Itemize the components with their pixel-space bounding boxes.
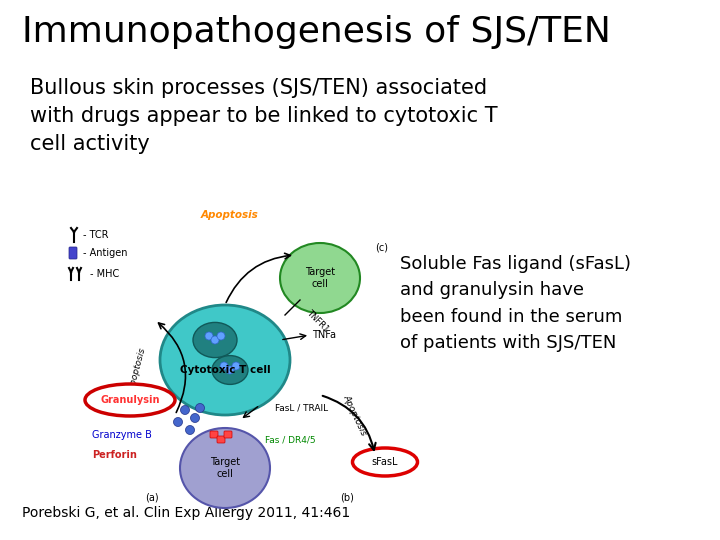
Text: Target
cell: Target cell: [305, 267, 335, 289]
FancyArrowPatch shape: [226, 253, 290, 302]
FancyBboxPatch shape: [69, 247, 77, 259]
Text: - MHC: - MHC: [90, 269, 120, 279]
Text: sFasL: sFasL: [372, 457, 398, 467]
Circle shape: [181, 406, 189, 415]
Text: TNFR1: TNFR1: [305, 308, 330, 334]
Text: Apoptosis: Apoptosis: [128, 348, 148, 393]
Circle shape: [226, 366, 234, 374]
Text: Immunopathogenesis of SJS/TEN: Immunopathogenesis of SJS/TEN: [22, 15, 611, 49]
Text: Granulysin: Granulysin: [100, 395, 160, 405]
Text: Bullous skin processes (SJS/TEN) associated
with drugs appear to be linked to cy: Bullous skin processes (SJS/TEN) associa…: [30, 78, 498, 154]
FancyArrowPatch shape: [158, 323, 186, 413]
Circle shape: [191, 414, 199, 422]
FancyBboxPatch shape: [217, 436, 225, 443]
Circle shape: [217, 332, 225, 340]
Text: (c): (c): [375, 242, 388, 252]
Text: (a): (a): [145, 492, 158, 502]
Text: Soluble Fas ligand (sFasL)
and granulysin have
been found in the serum
of patien: Soluble Fas ligand (sFasL) and granulysi…: [400, 255, 631, 352]
Ellipse shape: [180, 428, 270, 508]
Text: (b): (b): [340, 492, 354, 502]
Ellipse shape: [212, 356, 248, 384]
Text: Fas / DR4/5: Fas / DR4/5: [265, 435, 315, 444]
Text: Apoptosis: Apoptosis: [341, 393, 369, 437]
Ellipse shape: [85, 384, 175, 416]
FancyBboxPatch shape: [210, 431, 218, 438]
FancyArrowPatch shape: [323, 396, 376, 450]
FancyBboxPatch shape: [224, 431, 232, 438]
Text: - Antigen: - Antigen: [83, 248, 127, 258]
Text: Porebski G, et al. Clin Exp Allergy 2011, 41:461: Porebski G, et al. Clin Exp Allergy 2011…: [22, 506, 350, 520]
Ellipse shape: [160, 305, 290, 415]
Ellipse shape: [353, 448, 418, 476]
Text: TNFa: TNFa: [312, 330, 336, 340]
Ellipse shape: [193, 322, 237, 357]
Text: - TCR: - TCR: [83, 230, 109, 240]
Text: Apoptosis: Apoptosis: [201, 210, 259, 220]
Circle shape: [220, 362, 228, 370]
Text: FasL / TRAIL: FasL / TRAIL: [275, 403, 328, 413]
Text: Granzyme B: Granzyme B: [92, 430, 152, 440]
Circle shape: [186, 426, 194, 435]
Text: Target
cell: Target cell: [210, 457, 240, 479]
Text: Cytotoxic T cell: Cytotoxic T cell: [180, 365, 270, 375]
Circle shape: [174, 417, 182, 427]
Text: Perforin: Perforin: [92, 450, 137, 460]
Circle shape: [205, 332, 213, 340]
Circle shape: [196, 403, 204, 413]
Circle shape: [232, 362, 240, 370]
Ellipse shape: [280, 243, 360, 313]
Circle shape: [211, 336, 219, 344]
